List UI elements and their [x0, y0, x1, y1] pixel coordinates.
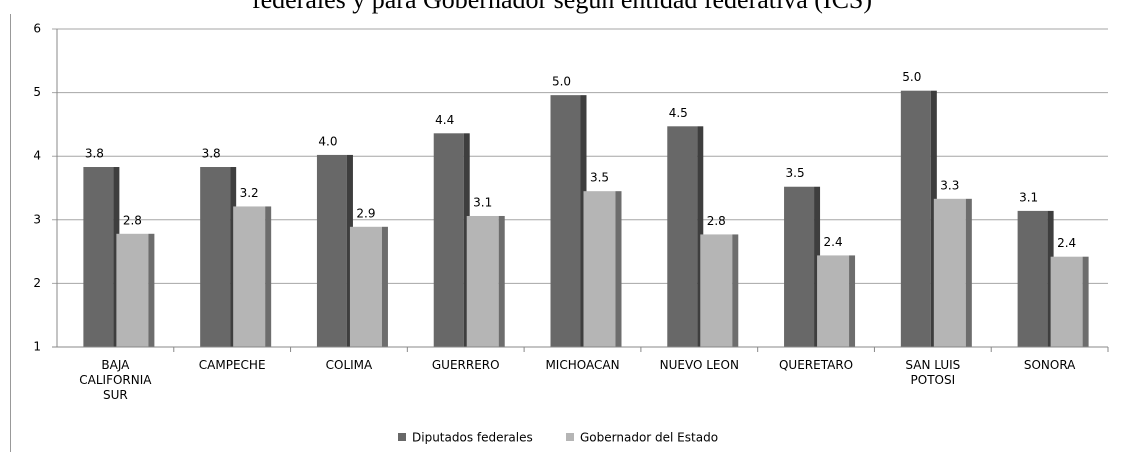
data-label: 4.0 [318, 134, 337, 148]
data-label: 3.5 [590, 171, 609, 185]
bar [116, 233, 149, 347]
bar-side [965, 198, 972, 347]
data-label: 2.4 [1057, 236, 1076, 250]
x-tick-line: QUERETARO [779, 358, 853, 372]
bar-side [498, 215, 505, 347]
x-tick-line: SONORA [1024, 358, 1076, 372]
x-tick-line: SUR [103, 388, 128, 402]
data-label: 2.4 [824, 235, 843, 249]
bar [1050, 256, 1083, 347]
y-tick-label: 6 [33, 22, 41, 36]
bar-side [1082, 256, 1089, 347]
x-tick-label: QUERETARO [779, 358, 853, 372]
data-label: 4.5 [669, 106, 688, 120]
x-tick-label: BAJA CALIFORNIA SUR [79, 358, 152, 402]
bar [349, 226, 382, 347]
legend-swatch [398, 433, 406, 441]
bar [817, 255, 850, 347]
bar [933, 198, 966, 347]
y-tick-label: 3 [33, 212, 41, 226]
bar-side [849, 255, 856, 347]
bar-side [732, 234, 739, 347]
x-tick-line: SAN LUIS [905, 358, 960, 372]
chart-title: federales y para Gobernador según entida… [252, 0, 872, 14]
bar [433, 133, 464, 347]
x-tick-line: BAJA [101, 358, 130, 372]
x-tick-line: CAMPECHE [199, 358, 266, 372]
data-label: 3.5 [786, 166, 805, 180]
x-tick-label: GUERRERO [432, 358, 500, 372]
bar [233, 206, 266, 347]
data-label: 3.1 [1019, 190, 1038, 204]
bar [583, 191, 616, 347]
data-label: 2.9 [356, 206, 375, 220]
y-tick-label: 5 [33, 85, 41, 99]
data-label: 5.0 [552, 75, 571, 89]
x-tick-label: SONORA [1024, 358, 1076, 372]
bar [700, 234, 733, 347]
data-label: 3.8 [85, 147, 104, 161]
x-tick-line: POTOSI [911, 373, 956, 387]
x-tick-line: COLIMA [326, 358, 373, 372]
bar [316, 154, 347, 347]
bar [667, 126, 698, 347]
bar [900, 90, 931, 347]
data-label: 3.3 [940, 178, 959, 192]
data-label: 2.8 [123, 213, 142, 227]
bar-side [615, 191, 622, 347]
x-tick-label: CAMPECHE [199, 358, 266, 372]
x-tick-label: SAN LUIS POTOSI [905, 358, 960, 387]
data-label: 3.2 [240, 186, 259, 200]
x-tick-label: COLIMA [326, 358, 373, 372]
bar-side [381, 226, 388, 347]
bar-side [265, 206, 272, 347]
legend-label: Gobernador del Estado [580, 431, 718, 445]
x-tick-line: CALIFORNIA [79, 373, 152, 387]
y-tick-label: 4 [33, 149, 41, 163]
x-tick-line: NUEVO LEON [660, 358, 739, 372]
y-tick-label: 1 [33, 340, 41, 354]
bar [1017, 210, 1048, 347]
x-tick-label: NUEVO LEON [660, 358, 739, 372]
data-label: 4.4 [435, 113, 454, 127]
data-label: 3.8 [202, 147, 221, 161]
bar-side [148, 233, 155, 347]
legend-swatch [566, 433, 574, 441]
data-label: 5.0 [902, 70, 921, 84]
bar [83, 167, 114, 347]
data-label: 2.8 [707, 214, 726, 228]
bar [200, 167, 231, 347]
bar [784, 186, 815, 347]
x-tick-line: GUERRERO [432, 358, 500, 372]
legend-label: Diputados federales [412, 431, 533, 445]
bar [550, 95, 581, 347]
data-label: 3.1 [473, 195, 492, 209]
x-tick-label: MICHOACAN [545, 358, 619, 372]
y-tick-label: 2 [33, 276, 41, 290]
x-tick-line: MICHOACAN [545, 358, 619, 372]
bar [466, 215, 499, 347]
